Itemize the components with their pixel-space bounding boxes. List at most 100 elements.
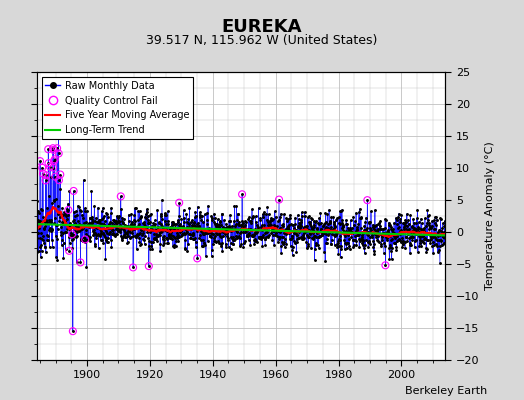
Point — [310, 218, 318, 224]
Point — [214, 216, 222, 223]
Point — [154, 226, 162, 232]
Point — [440, 240, 448, 246]
Point — [199, 237, 207, 243]
Point — [122, 223, 130, 230]
Point — [367, 227, 376, 233]
Point — [71, 220, 79, 226]
Point — [275, 217, 283, 224]
Point — [121, 233, 129, 240]
Point — [398, 230, 406, 236]
Point — [399, 238, 408, 244]
Point — [275, 234, 283, 240]
Point — [58, 242, 66, 248]
Point — [157, 229, 166, 235]
Point — [243, 232, 252, 238]
Point — [42, 248, 50, 255]
Point — [333, 230, 341, 236]
Point — [108, 220, 116, 226]
Point — [286, 212, 294, 218]
Point — [362, 242, 370, 248]
Point — [178, 223, 186, 230]
Point — [51, 156, 59, 162]
Point — [297, 223, 305, 229]
Point — [128, 230, 137, 236]
Point — [206, 232, 214, 239]
Point — [276, 229, 285, 236]
Point — [57, 224, 66, 230]
Point — [92, 224, 100, 231]
Point — [118, 214, 126, 221]
Point — [426, 237, 434, 243]
Point — [416, 243, 424, 250]
Point — [403, 222, 412, 229]
Point — [187, 235, 195, 242]
Point — [150, 236, 159, 243]
Point — [335, 220, 344, 226]
Point — [188, 222, 196, 229]
Point — [350, 242, 358, 248]
Point — [195, 225, 203, 231]
Point — [101, 234, 109, 240]
Point — [393, 233, 401, 240]
Point — [417, 216, 425, 222]
Point — [302, 223, 310, 230]
Point — [91, 218, 99, 225]
Point — [312, 218, 321, 225]
Point — [414, 224, 422, 231]
Point — [354, 232, 362, 238]
Point — [246, 226, 255, 232]
Point — [200, 240, 209, 246]
Point — [415, 233, 423, 239]
Point — [211, 232, 220, 239]
Point — [333, 214, 342, 221]
Point — [390, 231, 399, 238]
Point — [56, 171, 64, 178]
Point — [383, 234, 391, 241]
Point — [364, 239, 372, 246]
Point — [424, 212, 433, 218]
Point — [214, 222, 223, 228]
Point — [117, 233, 125, 240]
Point — [325, 206, 333, 213]
Point — [293, 239, 301, 245]
Point — [148, 226, 157, 233]
Point — [239, 224, 248, 230]
Point — [247, 218, 256, 224]
Point — [399, 220, 407, 226]
Point — [127, 211, 136, 217]
Point — [250, 237, 259, 243]
Point — [35, 218, 43, 224]
Point — [149, 222, 158, 229]
Point — [201, 230, 209, 236]
Point — [80, 177, 88, 183]
Point — [147, 210, 155, 217]
Point — [164, 240, 172, 246]
Point — [412, 231, 421, 238]
Point — [336, 254, 345, 260]
Point — [243, 232, 252, 239]
Point — [301, 208, 309, 215]
Point — [32, 219, 41, 226]
Point — [85, 236, 93, 242]
Point — [427, 232, 435, 238]
Point — [313, 225, 322, 231]
Point — [212, 223, 220, 229]
Point — [75, 224, 84, 231]
Point — [254, 224, 262, 231]
Point — [369, 248, 378, 254]
Point — [63, 226, 71, 232]
Point — [241, 218, 249, 224]
Point — [94, 204, 102, 211]
Point — [120, 216, 128, 222]
Point — [214, 238, 222, 244]
Point — [364, 232, 373, 238]
Point — [280, 211, 288, 217]
Point — [291, 231, 300, 238]
Point — [386, 242, 395, 248]
Point — [151, 221, 160, 228]
Point — [438, 229, 446, 236]
Point — [165, 233, 173, 239]
Point — [431, 226, 440, 233]
Point — [187, 219, 195, 225]
Point — [263, 226, 271, 233]
